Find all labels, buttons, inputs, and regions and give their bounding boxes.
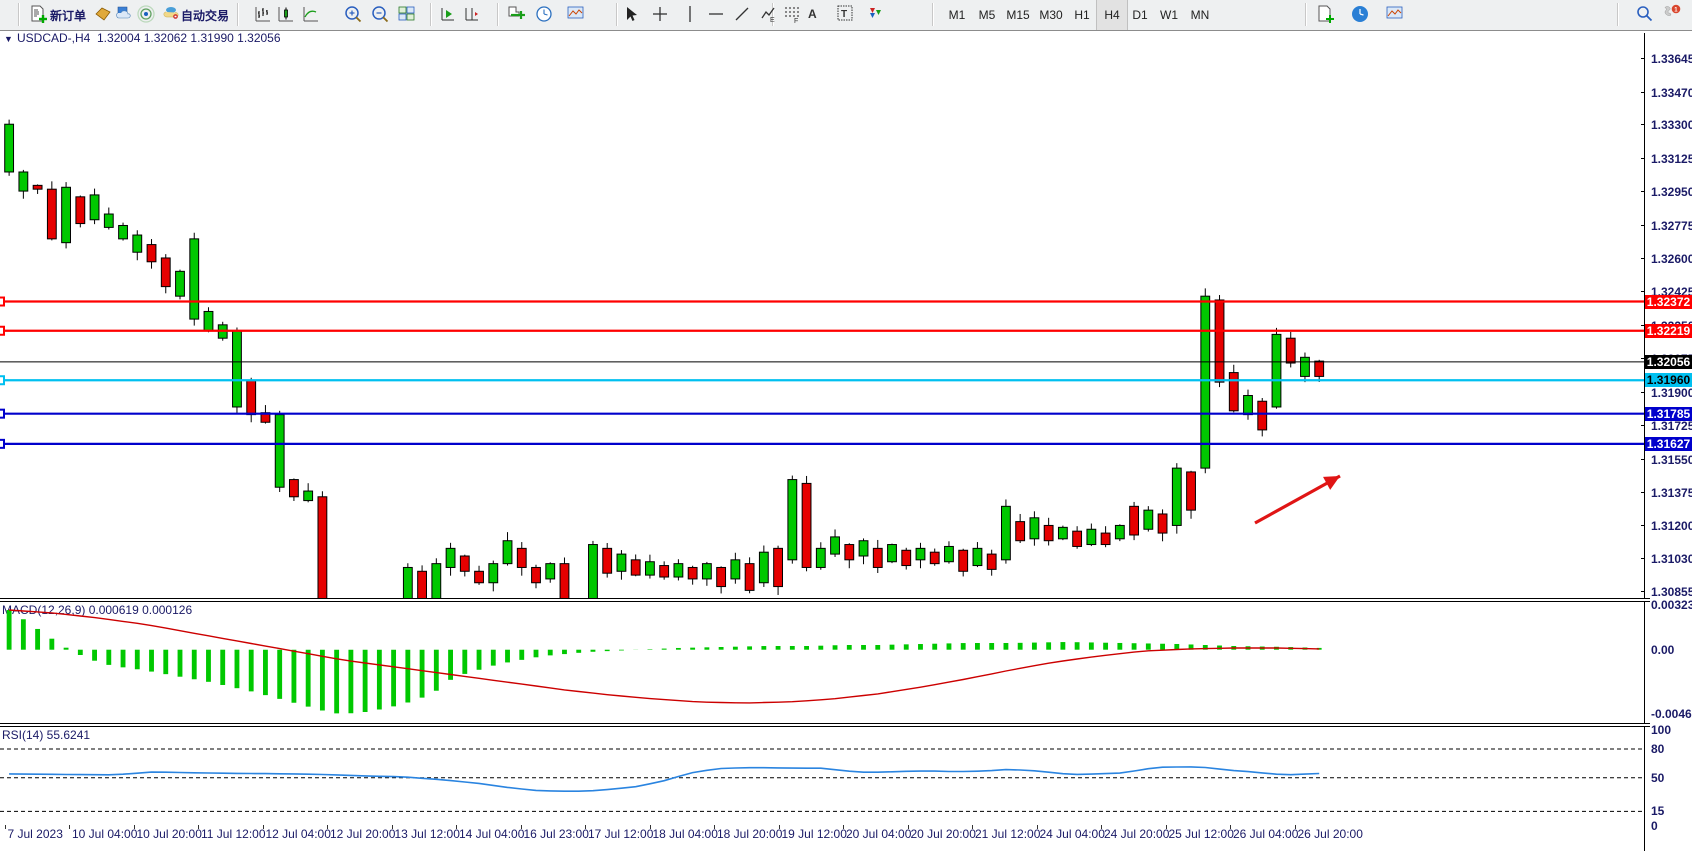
svg-text:T: T bbox=[841, 9, 847, 20]
svg-text:F: F bbox=[794, 18, 798, 24]
svg-text:E: E bbox=[770, 17, 775, 24]
